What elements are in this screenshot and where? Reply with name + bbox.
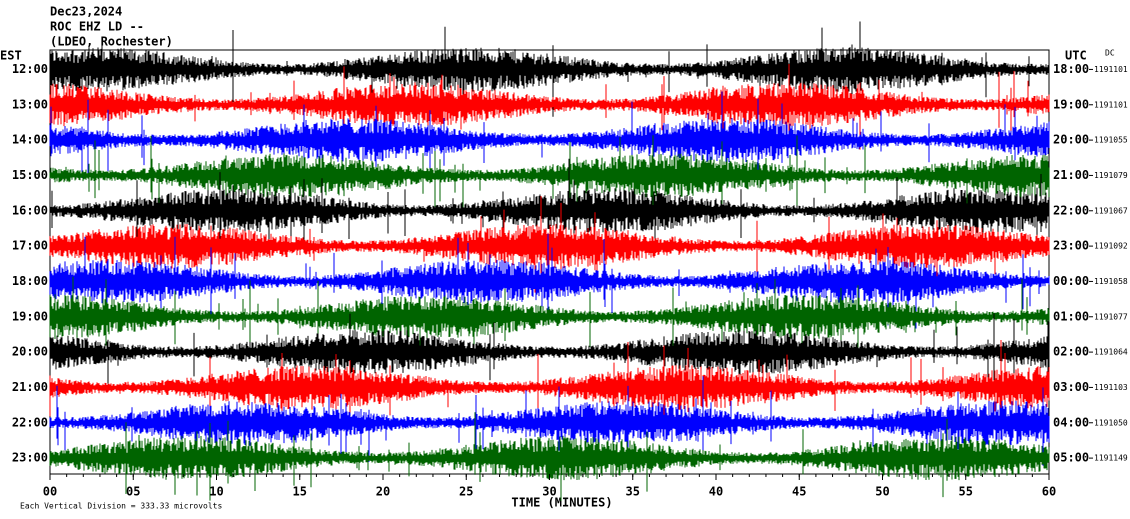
x-tick-label: 00 bbox=[43, 485, 57, 499]
x-tick-label: 25 bbox=[459, 485, 473, 499]
seismic-trace bbox=[49, 313, 1050, 388]
channel-title: ROC EHZ LD -- bbox=[50, 20, 144, 34]
seismic-trace bbox=[49, 91, 1050, 187]
x-tick-label: 10 bbox=[209, 485, 223, 499]
dc-value: 1191055 bbox=[1094, 136, 1128, 145]
right-time-label: 20:00 bbox=[1053, 133, 1089, 147]
seismic-trace bbox=[49, 233, 1050, 329]
right-time-label: 18:00 bbox=[1053, 62, 1089, 76]
right-time-label: 03:00 bbox=[1053, 380, 1089, 394]
x-tick-label: 05 bbox=[126, 485, 140, 499]
x-tick-label: 45 bbox=[792, 485, 806, 499]
right-time-label: 04:00 bbox=[1053, 415, 1089, 429]
dc-value: 1191077 bbox=[1094, 312, 1128, 321]
dc-value: 1191101 bbox=[1094, 100, 1128, 109]
dc-value: 1191067 bbox=[1094, 206, 1128, 215]
seismic-trace bbox=[49, 376, 1050, 466]
x-tick-label: 50 bbox=[875, 485, 889, 499]
dc-value: 1191079 bbox=[1094, 171, 1128, 180]
left-zone: EST bbox=[0, 49, 22, 63]
station-title: (LDEO, Rochester) bbox=[50, 35, 173, 49]
right-time-label: 21:00 bbox=[1053, 168, 1089, 182]
right-time-label: 01:00 bbox=[1053, 309, 1089, 323]
x-tick-label: 40 bbox=[709, 485, 723, 499]
left-time-label: 13:00 bbox=[12, 97, 48, 111]
seismic-trace bbox=[49, 21, 1050, 117]
right-zone: UTC bbox=[1065, 49, 1087, 63]
right-time-label: 19:00 bbox=[1053, 97, 1089, 111]
dc-value: 1191101 bbox=[1094, 65, 1128, 74]
seismic-trace bbox=[49, 412, 1050, 501]
dc-value: 1191092 bbox=[1094, 242, 1128, 251]
seismic-trace bbox=[49, 276, 1050, 358]
x-tick-label: 35 bbox=[626, 485, 640, 499]
right-time-label: 05:00 bbox=[1053, 451, 1089, 465]
x-tick-label: 20 bbox=[376, 485, 390, 499]
seismic-trace bbox=[49, 135, 1050, 212]
right-time-label: 23:00 bbox=[1053, 239, 1089, 253]
dc-value: 1191149 bbox=[1094, 454, 1128, 463]
dc-label: DC bbox=[1105, 49, 1115, 58]
x-tick-label: 30 bbox=[542, 485, 556, 499]
left-time-label: 20:00 bbox=[12, 345, 48, 359]
seismic-trace bbox=[49, 64, 1050, 150]
left-time-label: 16:00 bbox=[12, 203, 48, 217]
right-time-label: 00:00 bbox=[1053, 274, 1089, 288]
date-title: Dec23,2024 bbox=[50, 5, 122, 19]
seismic-trace bbox=[49, 158, 1050, 252]
left-time-label: 22:00 bbox=[12, 415, 48, 429]
right-time-label: 02:00 bbox=[1053, 345, 1089, 359]
x-tick-label: 15 bbox=[293, 485, 307, 499]
dc-value: 1191064 bbox=[1094, 348, 1128, 357]
left-time-label: 14:00 bbox=[12, 133, 48, 147]
left-time-label: 12:00 bbox=[12, 62, 48, 76]
left-time-label: 19:00 bbox=[12, 309, 48, 323]
x-tick-label: 55 bbox=[959, 485, 973, 499]
dc-value: 1191050 bbox=[1094, 418, 1128, 427]
left-time-label: 21:00 bbox=[12, 380, 48, 394]
left-time-label: 18:00 bbox=[12, 274, 48, 288]
right-time-label: 22:00 bbox=[1053, 203, 1089, 217]
x-axis-label: TIME (MINUTES) bbox=[511, 496, 612, 510]
left-time-label: 17:00 bbox=[12, 239, 48, 253]
dc-value: 1191103 bbox=[1094, 383, 1128, 392]
seismic-trace bbox=[49, 340, 1050, 435]
dc-value: 1191058 bbox=[1094, 277, 1128, 286]
footnote: Each Vertical Division = 333.33 microvol… bbox=[20, 502, 222, 511]
x-tick-label: 60 bbox=[1042, 485, 1056, 499]
seismic-trace bbox=[49, 196, 1050, 293]
left-time-label: 23:00 bbox=[12, 451, 48, 465]
left-time-label: 15:00 bbox=[12, 168, 48, 182]
